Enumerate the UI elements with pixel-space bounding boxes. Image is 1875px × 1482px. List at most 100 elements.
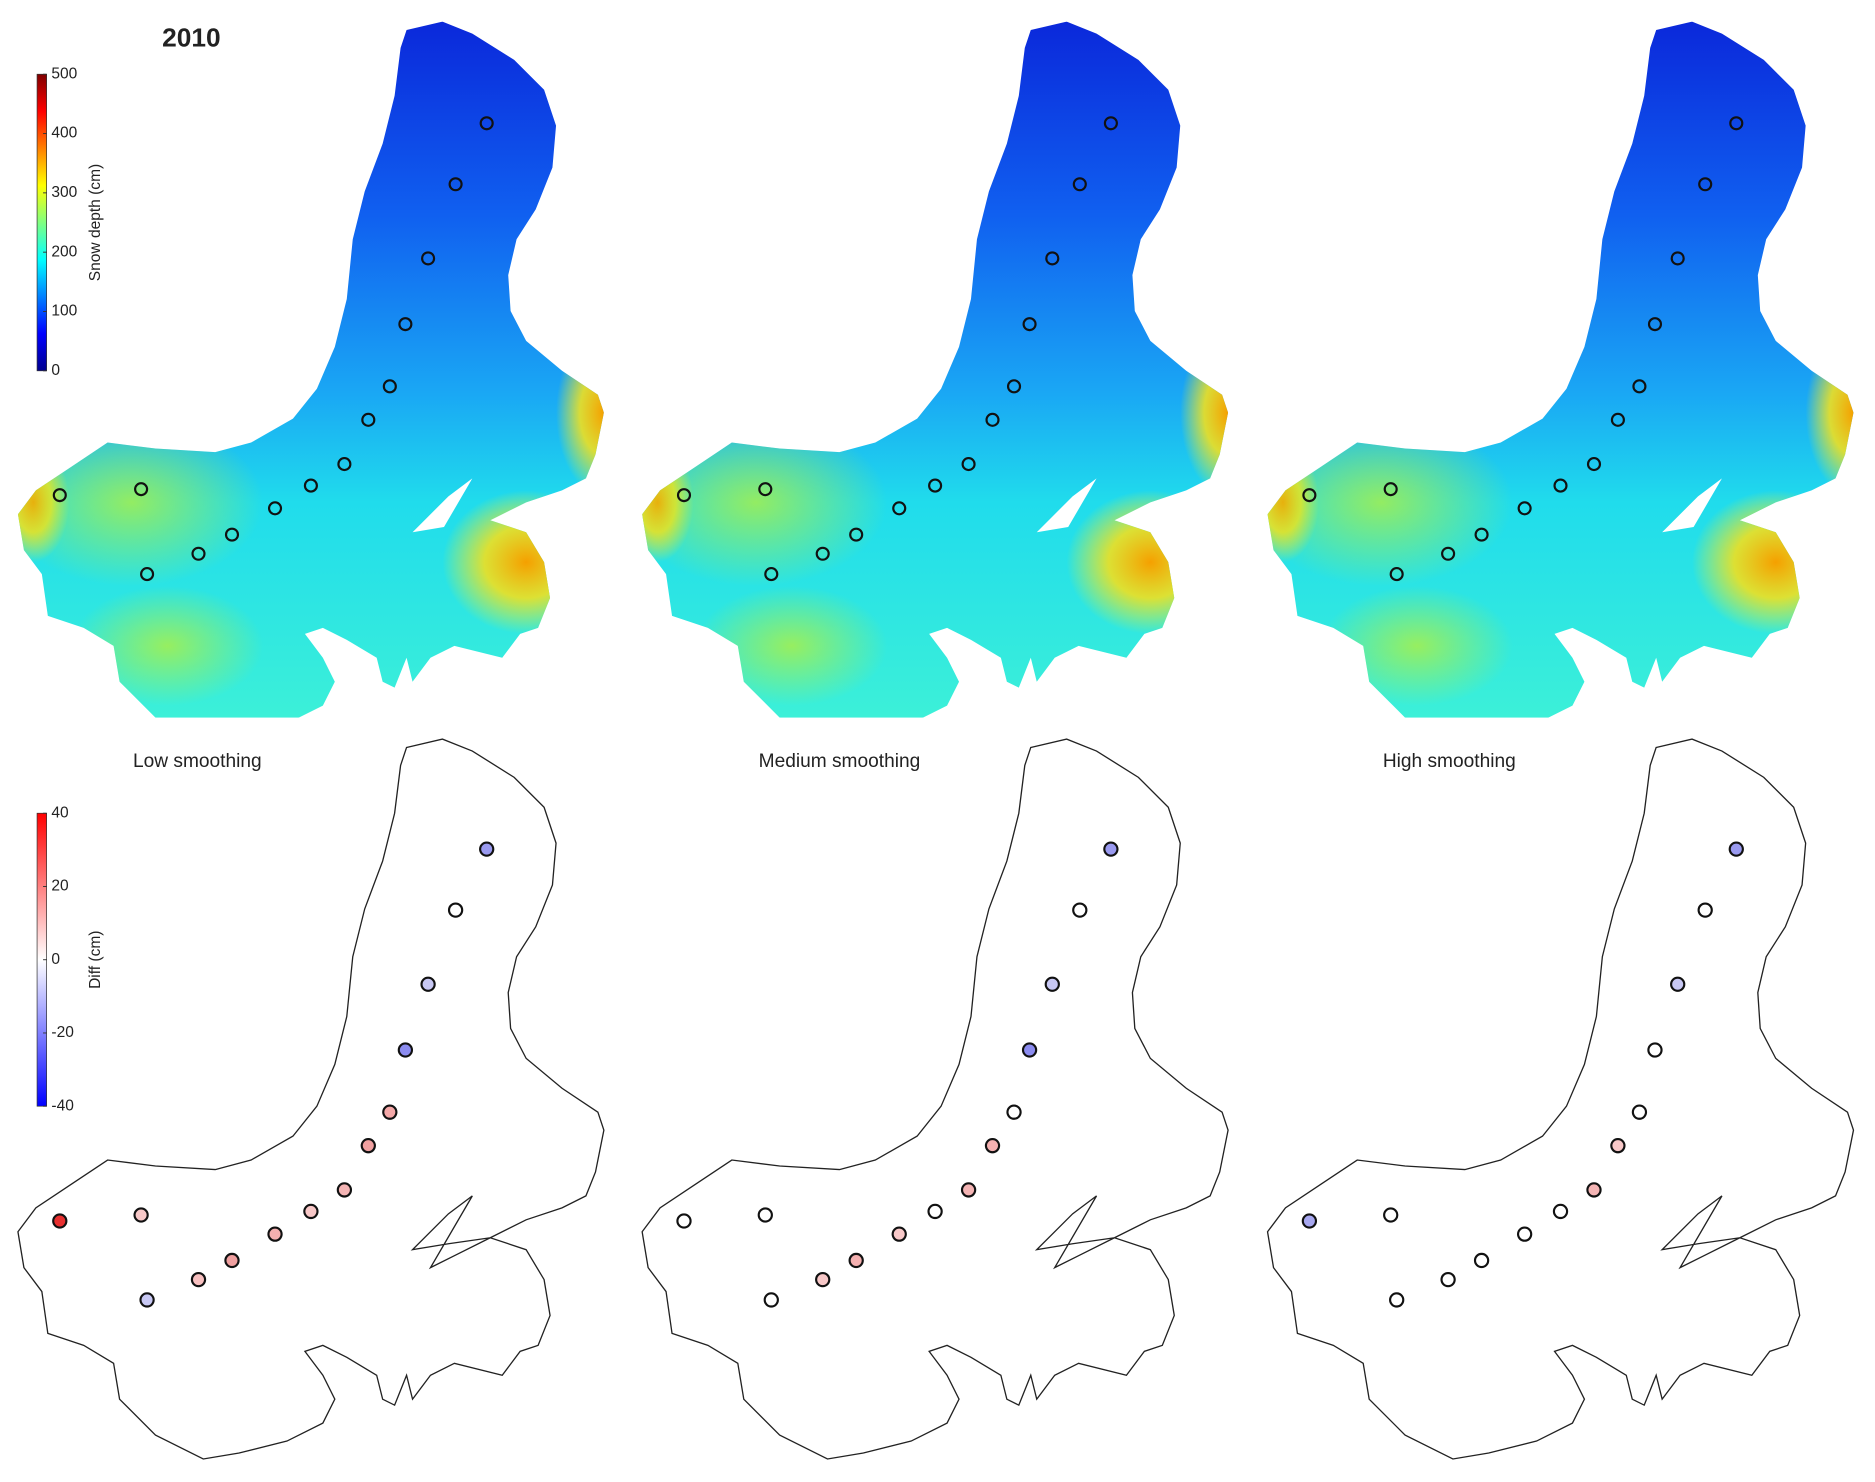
depth-map [17,21,604,718]
station [1441,546,1456,561]
station [337,457,352,472]
station [267,501,283,516]
station [52,488,67,503]
colorbar-tick-label: 100 [51,303,77,320]
station [134,482,149,497]
station [479,841,495,857]
station [382,379,397,394]
station [1389,567,1404,582]
station [1631,1104,1648,1120]
station [1586,457,1602,472]
colorbar-tick-label: 400 [51,125,77,142]
station [421,251,436,266]
depth-high [1180,328,1229,497]
station [190,1271,207,1288]
station [758,482,773,497]
colorbar-tick-label: 500 [51,65,77,82]
depth-map [642,21,1229,718]
colorbar-tick-label: 300 [51,184,77,201]
station [960,1182,977,1198]
station [1383,482,1398,497]
station [361,412,376,427]
station [139,1292,155,1308]
station [1389,1292,1405,1308]
colorbar-label: Snow depth (cm) [87,164,104,281]
station [1474,527,1489,542]
station [757,1207,773,1223]
depth-high [556,328,604,497]
colorbar [36,73,47,372]
depth-high [1692,490,1854,634]
station [1440,1271,1456,1288]
station [676,1213,692,1229]
station [1729,116,1744,131]
station [420,976,436,992]
station [928,478,943,493]
station [303,1203,319,1220]
station [398,317,413,332]
station [1045,251,1060,266]
station [224,527,240,542]
station [961,457,976,472]
station [1072,177,1087,192]
station [927,1203,943,1220]
station [1610,412,1625,427]
depth-map [1267,21,1854,718]
station [763,1292,779,1308]
station [849,527,864,542]
depth-mid [71,586,264,706]
diff-map: Low smoothing [17,738,605,1460]
glacier-outline [1266,738,1855,1460]
station [984,1138,1001,1154]
depth-field [1267,21,1854,718]
station [447,902,464,918]
station [848,1252,864,1269]
station [1670,976,1686,992]
station [1632,379,1647,394]
station [191,546,206,561]
station [336,1182,353,1198]
depth-mid [642,418,888,587]
colorbar-tick-label: 200 [51,243,77,260]
station [1697,902,1713,918]
station [1728,841,1744,857]
station [448,177,463,192]
station [815,1271,831,1288]
panel-title: Low smoothing [133,751,262,772]
station [892,501,907,516]
station [303,478,318,493]
depth-mid [695,586,888,706]
station [815,546,830,561]
station [1552,1203,1569,1220]
station [985,412,1000,427]
station [1517,501,1532,516]
station [1006,379,1022,394]
station [133,1207,149,1223]
glacier-outline [17,738,605,1460]
colorbar-tick-label: 0 [51,951,60,968]
colorbar-tick-label: 20 [51,878,69,895]
depth-mid [17,418,264,587]
station [1103,841,1119,857]
station [1647,1042,1663,1058]
station [1553,478,1568,493]
station [360,1138,376,1154]
station [1586,1182,1602,1198]
depth-field [17,21,604,718]
chart-title: 2010 [162,23,221,53]
station [224,1252,240,1269]
station [891,1226,907,1242]
colorbar-tick-label: 0 [51,362,60,379]
depth-high [1066,490,1229,634]
station [1103,116,1118,131]
station [1022,317,1037,332]
station [1698,177,1713,192]
station [140,567,155,582]
station [1044,976,1060,992]
station [52,1213,68,1229]
depth-mid [1267,418,1513,587]
station [1670,251,1685,266]
station [1006,1104,1022,1120]
diff-map: Medium smoothing [641,738,1229,1460]
